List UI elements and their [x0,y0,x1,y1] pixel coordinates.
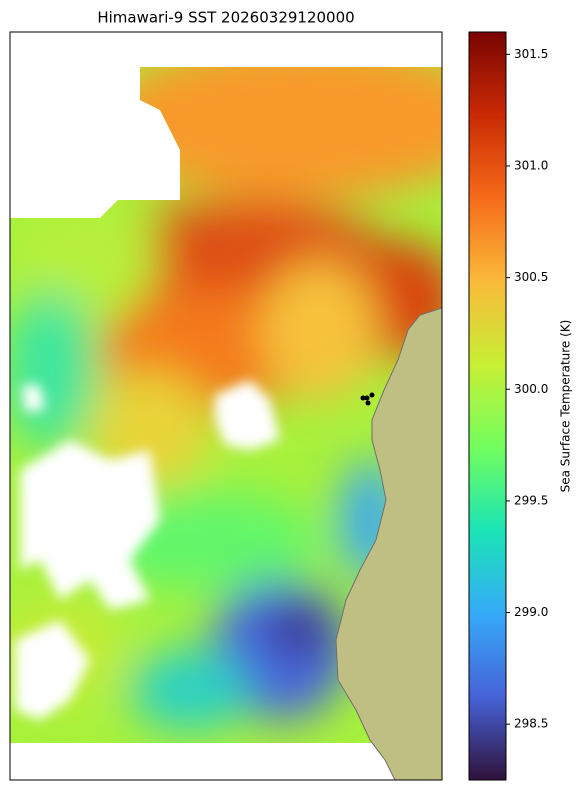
colorbar-tick-label: 300.5 [514,270,548,284]
map-frame [9,31,443,781]
colorbar-tick-label: 301.5 [514,47,548,61]
colorbar-tick-label: 299.0 [514,605,548,619]
sst-field [10,67,442,780]
stations [360,392,375,406]
land [335,307,442,780]
colorbar-tick-label: 299.5 [514,493,548,507]
colorbar-scale [468,31,507,781]
colorbar-tick-label: 301.0 [514,158,548,172]
colorbar-label: Sea Surface Temperature (K) [559,320,573,493]
map-title: Himawari-9 SST 20260329120000 [97,9,354,27]
colorbar: 298.5 299.0 299.5 300.0 300.5 301.0 301.5 [468,31,548,781]
colorbar-tick-label: 300.0 [514,382,548,396]
colorbar-tick-label: 298.5 [514,717,548,731]
